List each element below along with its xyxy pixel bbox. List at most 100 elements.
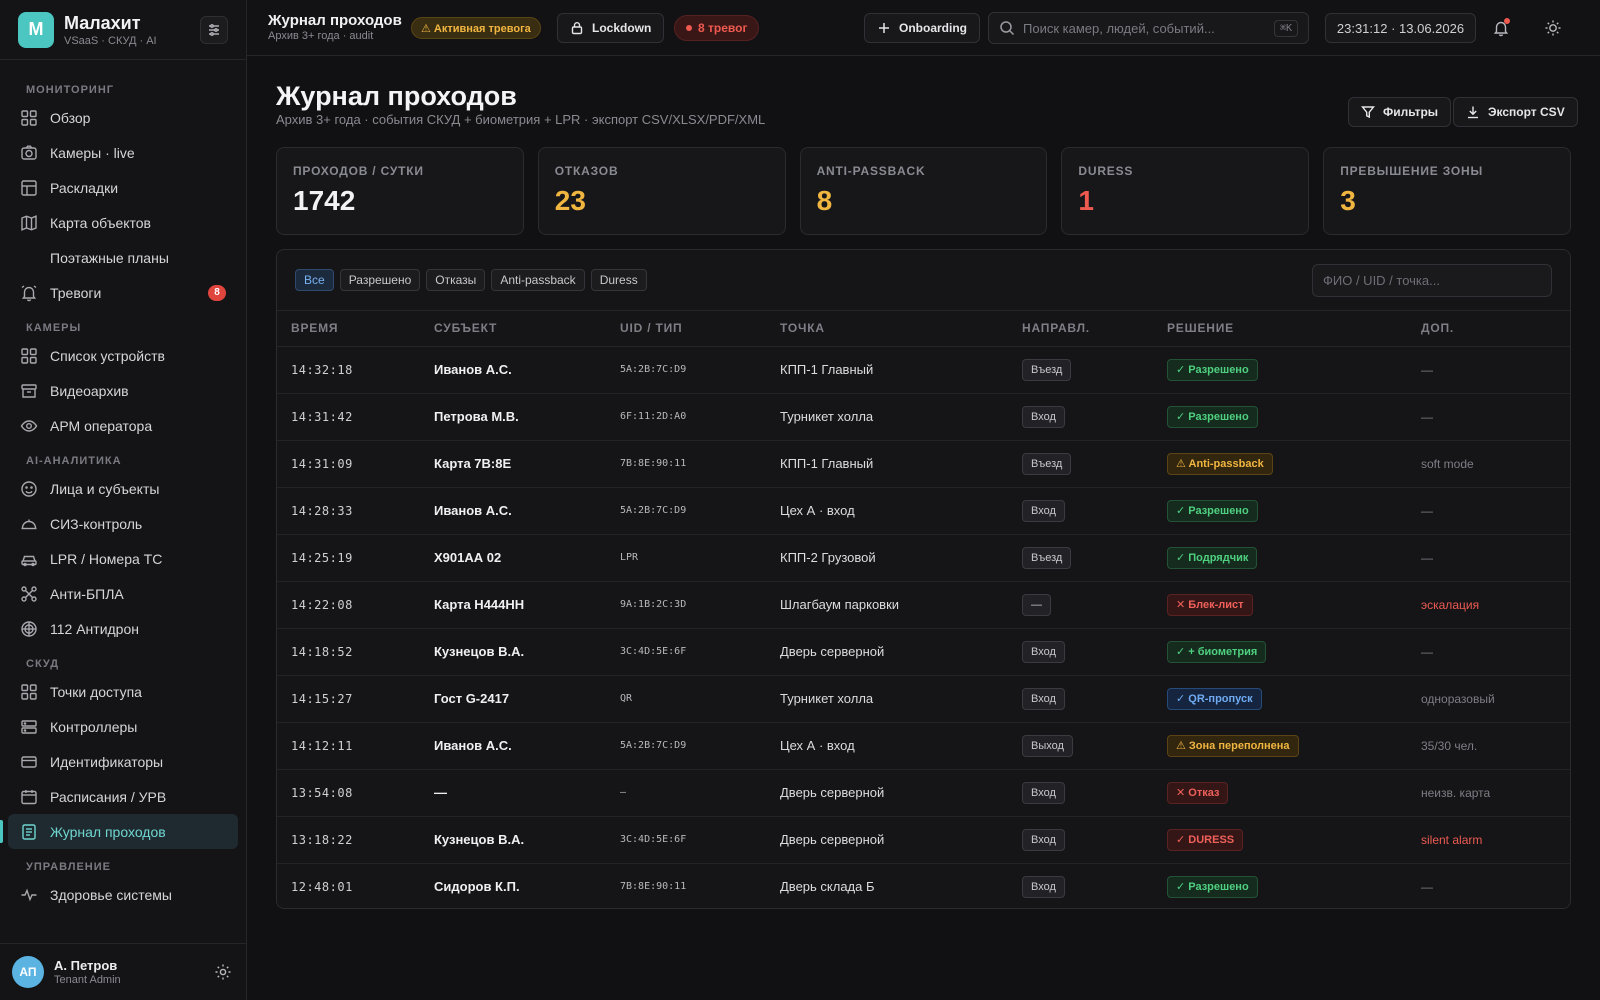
direction-tag: Вход	[1022, 405, 1065, 428]
kpi-value: 1	[1078, 185, 1094, 216]
sidebar-item[interactable]: СИЗ-контроль	[8, 506, 238, 541]
cell-subject: Сидоров К.П.	[434, 879, 520, 895]
table-row[interactable]: 13:54:08— — Дверь серверной Вход ✕ Отказ неиз…	[277, 769, 1570, 817]
sidebar-item[interactable]: Лица и субъекты	[8, 471, 238, 506]
sidebar-item-label: Идентификаторы	[50, 753, 164, 770]
eye-icon	[20, 417, 38, 435]
sidebar-item[interactable]: Здоровье системы	[8, 877, 238, 912]
table-search-input[interactable]	[1312, 264, 1552, 297]
cell-decision: ✓ Разрешено	[1153, 393, 1407, 441]
sidebar-item[interactable]: Тревоги 8	[8, 275, 238, 310]
column-header[interactable]: НАПРАВЛ.	[1008, 311, 1153, 347]
sidebar-item-label: Контроллеры	[50, 718, 138, 735]
table-row[interactable]: 14:32:18 Иванов А.С. 5A:2B:7C:D9 КПП-1 Глав…	[277, 346, 1570, 394]
cell-subject: Петрова М.В.	[420, 393, 606, 441]
cell-uid: 5A:2B:7C:D9	[606, 346, 766, 394]
table-row[interactable]: 14:31:42 Петрова М.В. 6F:11:2D:A0 Турникет …	[277, 393, 1570, 441]
decision-badge: ✓ Разрешено	[1167, 405, 1258, 428]
lockdown-button[interactable]: Lockdown	[557, 13, 665, 43]
sidebar-item[interactable]: Видеоархив	[8, 373, 238, 408]
column-header[interactable]: ВРЕМЯ	[277, 311, 420, 347]
global-search[interactable]: ⌘K	[988, 12, 1309, 44]
sidebar-item[interactable]: Список устройств	[8, 338, 238, 373]
face-icon	[20, 480, 38, 498]
cell-uid: LPR	[606, 534, 766, 582]
sidebar-item[interactable]: Расписания / УРВ	[8, 779, 238, 814]
sidebar-item[interactable]: Обзор	[8, 100, 238, 135]
kpi-card: ПРОХОДОВ / СУТКИ 1742	[276, 147, 524, 235]
cell-time: 14:32:18	[277, 346, 420, 394]
sidebar-item[interactable]: Контроллеры	[8, 709, 238, 744]
brand-logo[interactable]: M	[18, 11, 54, 48]
server-icon	[20, 718, 38, 736]
filter-chip[interactable]: Все	[295, 269, 334, 291]
export-csv-button[interactable]: Экспорт CSV	[1453, 97, 1578, 127]
decision-badge: ✓ DURESS	[1167, 828, 1244, 851]
cell-uid: 7B:8E:90:11	[620, 881, 687, 893]
sidebar-item[interactable]: Поэтажные планы	[8, 240, 238, 275]
kpi-card: ПРЕВЫШЕНИЕ ЗОНЫ 3	[1323, 147, 1571, 235]
filter-chip[interactable]: Отказы	[426, 269, 486, 291]
kpi-label: ПРОХОДОВ / СУТКИ	[293, 164, 424, 178]
kpi-card: ANTI-PASSBACK 8	[799, 147, 1048, 235]
calendar-icon	[20, 788, 38, 806]
cell-subject: Х901АА 02	[420, 534, 606, 582]
cell-point: Турникет холла	[766, 675, 1008, 723]
sidebar-item[interactable]: АРМ оператора	[8, 408, 238, 443]
access-log-table: ВРЕМЯ СУБЪЕКТ UID / ТИП ТОЧКА НАПРАВЛ. РЕШЕНИ…	[277, 311, 1570, 908]
search-shortcut: ⌘K	[1273, 19, 1298, 37]
decision-badge: ✓ + биометрия	[1167, 640, 1267, 663]
table-row[interactable]: 14:18:52 Кузнецов В.А. 3C:4D:5E:6F Дверь се…	[277, 628, 1570, 676]
sidebar-item[interactable]: Идентификаторы	[8, 744, 238, 779]
sidebar-item[interactable]: Карта объектов	[8, 205, 238, 240]
sidebar-item[interactable]: Анти-БПЛА	[8, 576, 238, 611]
cell-point: КПП-1 Главный	[766, 346, 1008, 394]
filters-button[interactable]: Фильтры	[1348, 97, 1452, 127]
table-row[interactable]: 13:18:22 Кузнецов В.А. 3C:4D:5E:6F Дверь се…	[277, 816, 1570, 864]
kpi-cards: ПРОХОДОВ / СУТКИ 1742 ОТКАЗОВ 23 ANTI-PASSBA…	[276, 147, 1571, 235]
table-row[interactable]: 14:22:08 Карта Н444НН 9A:1B:2C:3D Шлагбаум …	[277, 581, 1570, 629]
column-header[interactable]: UID / ТИП	[606, 311, 766, 347]
filter-chip[interactable]: Duress	[590, 269, 647, 291]
sidebar-item[interactable]: 112 Антидрон	[8, 611, 238, 646]
table-row[interactable]: 14:15:27 Гост G-2417 QR Турникет холла Вход ✓…	[277, 675, 1570, 723]
avatar[interactable]: АП	[12, 956, 44, 988]
column-header[interactable]: СУБЪЕКТ	[420, 311, 606, 347]
cell-extra: —	[1407, 487, 1570, 535]
cell-extra: —	[1407, 534, 1570, 582]
sidebar-item[interactable]: LPR / Номера ТС	[8, 541, 238, 576]
brand-subtitle: VSaaS · СКУД · AI	[64, 34, 157, 47]
cell-time: 12:48:01	[291, 879, 353, 894]
theme-toggle-button[interactable]	[1539, 14, 1567, 42]
table-row[interactable]: 12:48:01 Сидоров К.П. 7B:8E:90:11 Дверь скл…	[277, 863, 1570, 908]
sidebar-item[interactable]: Раскладки	[8, 170, 238, 205]
car-icon	[20, 550, 38, 568]
column-header[interactable]: ТОЧКА	[766, 311, 1008, 347]
notifications-button[interactable]	[1487, 14, 1515, 42]
search-input[interactable]	[1023, 20, 1274, 36]
radar-icon	[20, 620, 38, 638]
sidebar-item[interactable]: Точки доступа	[8, 674, 238, 709]
cell-decision: ✓ Разрешено	[1153, 346, 1407, 394]
sidebar-item[interactable]: Камеры · live	[8, 135, 238, 170]
sidebar-item[interactable]: Журнал проходов	[0, 814, 238, 849]
sidebar-collapse-button[interactable]	[200, 16, 228, 44]
filter-chip[interactable]: Разрешено	[339, 269, 421, 291]
onboarding-label: Onboarding	[899, 21, 967, 35]
cell-uid: —	[606, 769, 766, 817]
table-row[interactable]: 14:25:19 Х901АА 02 LPR КПП-2 Грузовой Въезд ✓…	[277, 534, 1570, 582]
table-row[interactable]: 14:31:09 Карта 7B:8E 7B:8E:90:11 КПП-1 Глав…	[277, 440, 1570, 488]
active-alert-badge[interactable]: ⚠ Активная тревога	[411, 17, 541, 39]
table-row[interactable]: 14:28:33 Иванов А.С. 5A:2B:7C:D9 Цех А · вх…	[277, 487, 1570, 535]
direction-tag: Въезд	[1022, 546, 1072, 569]
cell-point: Дверь серверной	[766, 628, 1008, 676]
filter-chip[interactable]: Anti-passback	[491, 269, 585, 291]
alarms-count-button[interactable]: 8 тревог	[674, 15, 760, 41]
user-profile[interactable]: АП А. Петров Tenant Admin	[0, 943, 246, 1000]
cell-extra: —	[1407, 393, 1570, 441]
onboarding-button[interactable]: Onboarding	[864, 13, 980, 43]
column-header[interactable]: ДОП.	[1407, 311, 1570, 347]
user-settings-button[interactable]	[214, 963, 232, 984]
column-header[interactable]: РЕШЕНИЕ	[1153, 311, 1407, 347]
table-row[interactable]: 14:12:11 Иванов А.С. 5A:2B:7C:D9 Цех А · вх…	[277, 722, 1570, 770]
